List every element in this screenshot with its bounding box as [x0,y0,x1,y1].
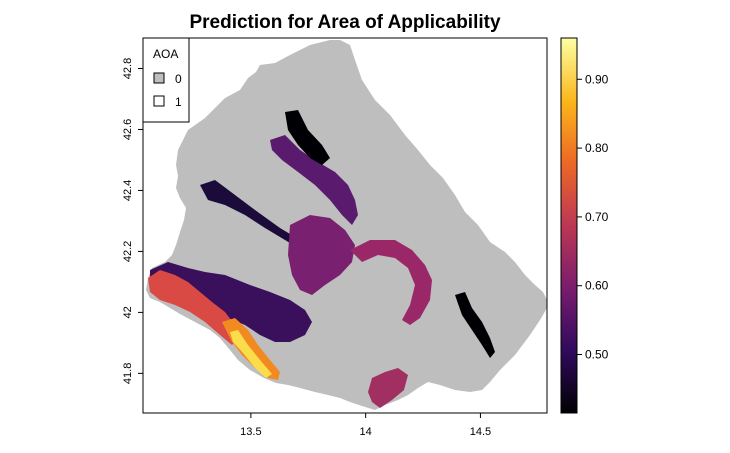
colorbar-tick-label-4: 0.90 [585,72,609,86]
prediction-band-north [270,135,358,225]
prediction-southwest-yellow [230,330,272,378]
chart-title: Prediction for Area of Applicability [189,12,501,33]
legend-label-0: 0 [175,72,182,86]
colorbar-tick-label-2: 0.70 [585,210,609,224]
prediction-black-east [455,292,495,358]
legend-box [142,37,190,123]
legend-swatch-0 [153,72,165,84]
y-tick-label-3: 42.4 [122,180,134,201]
x-axis: 13.5 14 14.5 [240,413,491,438]
x-tick-label-2: 14.5 [470,426,491,438]
y-tick-label-2: 42.2 [122,241,134,262]
map-raster [146,40,547,410]
colorbar-ticks: 0.50 0.60 0.70 0.80 0.90 [577,72,609,362]
prediction-arc-east [350,240,432,325]
y-axis: 41.8 42 42.2 42.4 42.6 42.8 [122,58,143,384]
colorbar-tick-label-0: 0.50 [585,348,609,362]
colorbar-tick-label-1: 0.60 [585,279,609,293]
y-tick-label-5: 42.8 [122,58,134,79]
y-tick-label-1: 42 [122,306,134,318]
prediction-black-north [285,110,330,165]
outside-aoa-region [146,40,547,410]
x-tick-label-1: 14 [360,426,372,438]
prediction-south [368,368,408,408]
colorbar [560,37,578,414]
aoa-legend: AOA 0 1 [142,37,190,123]
prediction-central [288,215,355,295]
plot-frame [142,37,548,414]
legend-title: AOA [153,47,178,61]
y-tick-label-0: 41.8 [122,363,134,384]
prediction-southwest-main [150,262,312,342]
legend-label-1: 1 [175,95,182,109]
prediction-southwest-warm [148,270,240,345]
x-tick-label-0: 13.5 [240,426,261,438]
y-tick-label-4: 42.6 [122,119,134,140]
colorbar-tick-label-3: 0.80 [585,141,609,155]
legend-swatch-1 [153,95,165,107]
